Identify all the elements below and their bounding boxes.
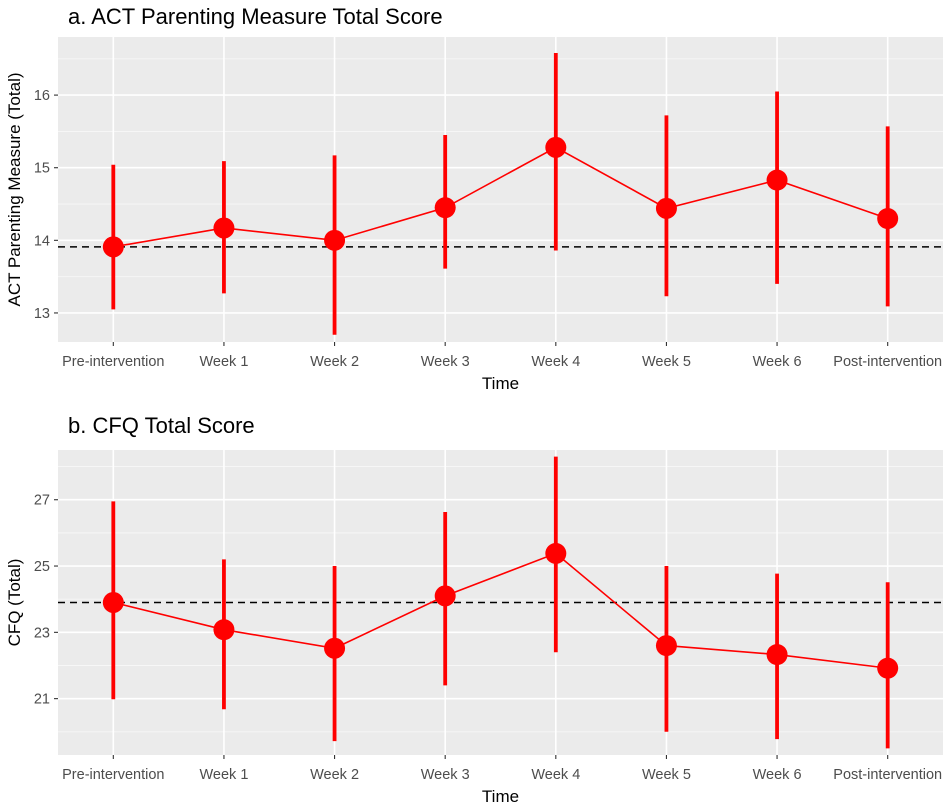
x-axis-label: Time xyxy=(482,787,519,806)
x-tick-label: Week 6 xyxy=(753,354,802,370)
x-tick-label: Week 2 xyxy=(310,354,359,370)
x-tick-label: Week 3 xyxy=(421,767,470,783)
data-point xyxy=(102,236,124,258)
series-line xyxy=(113,552,888,669)
data-point xyxy=(213,217,235,239)
y-tick-label: 15 xyxy=(34,161,50,177)
data-point xyxy=(545,542,567,564)
data-point xyxy=(655,635,677,657)
series-line xyxy=(113,146,888,248)
x-tick-label: Week 6 xyxy=(753,767,802,783)
data-point xyxy=(766,644,788,666)
y-axis-label: CFQ (Total) xyxy=(5,559,24,647)
data-point xyxy=(877,208,899,230)
x-tick-label: Week 4 xyxy=(531,767,580,783)
x-tick-label: Week 5 xyxy=(642,767,691,783)
panel-a: 13 14 15 16 Pre-intervention Week 1 Week 2 Week… xyxy=(5,4,943,393)
chart-title: a. ACT Parenting Measure Total Score xyxy=(68,4,443,29)
x-tick-label: Pre-intervention xyxy=(62,354,164,370)
y-tick-label: 25 xyxy=(34,559,50,575)
y-tick-label: 13 xyxy=(34,306,50,322)
x-tick-label: Post-intervention xyxy=(833,354,942,370)
y-tick-label: 14 xyxy=(34,233,50,249)
data-point xyxy=(545,136,567,158)
y-axis-label: ACT Parenting Measure (Total) xyxy=(5,72,24,306)
x-tick-label: Week 2 xyxy=(310,767,359,783)
x-tick-label: Pre-intervention xyxy=(62,767,164,783)
x-tick-label: Week 5 xyxy=(642,354,691,370)
y-tick-label: 27 xyxy=(34,493,50,509)
data-point xyxy=(324,637,346,659)
data-point xyxy=(324,229,346,251)
plot-background xyxy=(58,37,943,342)
x-tick-label: Week 1 xyxy=(199,767,248,783)
y-tick-label: 23 xyxy=(34,625,50,641)
data-point xyxy=(766,169,788,191)
y-tick-label: 16 xyxy=(34,88,50,104)
x-tick-label: Week 4 xyxy=(531,354,580,370)
data-point xyxy=(213,619,235,641)
chart-title: b. CFQ Total Score xyxy=(68,413,255,438)
data-point xyxy=(434,197,456,219)
data-point xyxy=(102,592,124,613)
x-tick-label: Week 3 xyxy=(421,354,470,370)
data-point xyxy=(655,197,677,219)
panel-b: 21 23 25 27 Pre-intervention Week 1 Week 2 Week… xyxy=(5,413,943,806)
x-tick-label: Week 1 xyxy=(199,354,248,370)
x-tick-label: Post-intervention xyxy=(833,767,942,783)
data-point xyxy=(434,585,456,607)
y-tick-label: 21 xyxy=(34,692,50,708)
data-point xyxy=(877,657,899,679)
x-axis-label: Time xyxy=(482,374,519,393)
